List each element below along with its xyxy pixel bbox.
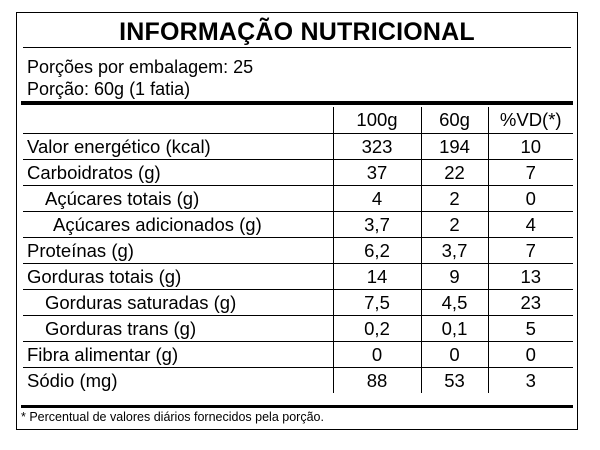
serving-size: Porção: 60g (1 fatia)	[27, 79, 191, 99]
table-header-row: 100g 60g %VD(*)	[23, 107, 573, 134]
header-blank	[23, 107, 334, 134]
value-vd: 4	[488, 211, 573, 238]
value-100g: 4	[333, 185, 422, 212]
table-row: Carboidratos (g) 37 22 7	[23, 159, 573, 186]
table-row: Açúcares totais (g) 4 2 0	[23, 185, 573, 212]
value-60g: 22	[421, 159, 489, 186]
value-60g: 9	[421, 263, 489, 290]
value-60g: 4,5	[421, 289, 489, 316]
table-row: Proteínas (g) 6,2 3,7 7	[23, 237, 573, 264]
table-row: Gorduras saturadas (g) 7,5 4,5 23	[23, 289, 573, 316]
table-row: Fibra alimentar (g) 0 0 0	[23, 341, 573, 368]
nutrient-label: Gorduras trans (g)	[23, 315, 334, 342]
value-60g: 53	[421, 367, 489, 393]
value-60g: 0	[421, 341, 489, 368]
nutrition-facts-panel: INFORMAÇÃO NUTRICIONAL Porções por embal…	[16, 12, 578, 430]
value-100g: 0	[333, 341, 422, 368]
nutrient-label: Proteínas (g)	[23, 237, 334, 264]
nutrient-label: Carboidratos (g)	[23, 159, 334, 186]
header-vd: %VD(*)	[488, 107, 573, 134]
value-100g: 3,7	[333, 211, 422, 238]
value-60g: 0,1	[421, 315, 489, 342]
value-vd: 5	[488, 315, 573, 342]
header-60g: 60g	[421, 107, 489, 134]
nutrient-label: Sódio (mg)	[23, 367, 334, 393]
value-100g: 37	[333, 159, 422, 186]
value-100g: 14	[333, 263, 422, 290]
value-100g: 6,2	[333, 237, 422, 264]
value-100g: 323	[333, 133, 422, 160]
value-vd: 7	[488, 159, 573, 186]
value-60g: 2	[421, 185, 489, 212]
table-row: Gorduras totais (g) 14 9 13	[23, 263, 573, 290]
nutrient-label: Gorduras totais (g)	[23, 263, 334, 290]
value-60g: 194	[421, 133, 489, 160]
servings-per-package: Porções por embalagem: 25	[27, 57, 254, 77]
header-100g: 100g	[333, 107, 422, 134]
value-vd: 0	[488, 185, 573, 212]
title-divider	[23, 47, 571, 48]
nutrient-label: Fibra alimentar (g)	[23, 341, 334, 368]
value-60g: 3,7	[421, 237, 489, 264]
value-vd: 0	[488, 341, 573, 368]
bottom-divider	[21, 405, 573, 408]
value-100g: 0,2	[333, 315, 422, 342]
nutrition-table: 100g 60g %VD(*) Valor energético (kcal) …	[23, 107, 573, 393]
table-row: Valor energético (kcal) 323 194 10	[23, 133, 573, 160]
table-row: Sódio (mg) 88 53 3	[23, 367, 573, 393]
table-row: Gorduras trans (g) 0,2 0,1 5	[23, 315, 573, 342]
value-vd: 3	[525, 369, 536, 391]
thick-divider	[21, 101, 573, 105]
value-vd: 23	[488, 289, 573, 316]
value-vd: 13	[488, 263, 573, 290]
footnote: * Percentual de valores diários fornecid…	[21, 410, 324, 424]
nutrient-label: Valor energético (kcal)	[23, 133, 334, 160]
nutrient-label: Açúcares adicionados (g)	[23, 211, 334, 238]
value-100g: 88	[333, 367, 422, 393]
nutrient-label: Gorduras saturadas (g)	[23, 289, 334, 316]
nutrient-label: Açúcares totais (g)	[23, 185, 334, 212]
panel-title: INFORMAÇÃO NUTRICIONAL	[119, 18, 475, 46]
value-100g: 7,5	[333, 289, 422, 316]
table-row: Açúcares adicionados (g) 3,7 2 4	[23, 211, 573, 238]
value-vd: 7	[488, 237, 573, 264]
value-60g: 2	[421, 211, 489, 238]
value-vd: 10	[488, 133, 573, 160]
